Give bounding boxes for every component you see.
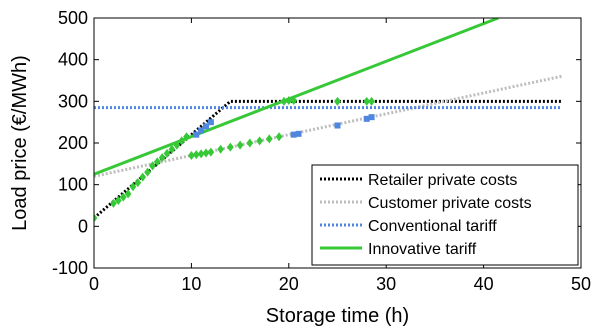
y-axis-label: Load price (€/MWh)	[9, 55, 31, 231]
green-diamond-marker	[226, 142, 234, 152]
series-line-4	[94, 18, 499, 176]
green-diamond-marker	[173, 140, 181, 150]
green-diamond-marker	[168, 144, 176, 154]
green-diamond-marker	[202, 148, 210, 158]
x-tick-label: 0	[89, 274, 99, 294]
x-tick-label: 20	[279, 274, 299, 294]
x-tick-label: 40	[474, 274, 494, 294]
green-diamond-marker	[124, 189, 132, 199]
green-diamond-marker	[334, 96, 341, 106]
green-diamond-marker	[158, 153, 166, 163]
green-diamond-marker	[290, 96, 298, 105]
green-diamond-marker	[256, 136, 263, 146]
plot-area	[94, 18, 562, 223]
blue-square-marker	[290, 131, 297, 138]
y-tick-label: 0	[78, 216, 88, 236]
series-line-2	[94, 74, 562, 178]
green-diamond-marker	[114, 196, 122, 205]
green-diamond-marker	[197, 149, 205, 159]
blue-square-marker	[193, 131, 200, 138]
green-diamond-marker	[139, 172, 147, 182]
legend-label: Conventional tariff	[368, 218, 497, 235]
legend-label: Innovative tariff	[368, 241, 477, 258]
y-tick-label: 500	[58, 8, 88, 28]
green-diamond-marker	[275, 132, 283, 142]
green-diamond-marker	[285, 96, 293, 105]
green-diamond-marker	[144, 167, 151, 177]
blue-square-marker	[368, 114, 375, 121]
y-tick-label: 300	[58, 91, 88, 111]
blue-square-marker	[295, 130, 302, 137]
green-diamond-marker	[236, 140, 244, 150]
y-tick-label: 100	[58, 175, 88, 195]
green-diamond-marker	[363, 96, 371, 106]
x-tick-label: 10	[181, 274, 201, 294]
green-diamond-marker	[163, 148, 171, 158]
legend-label: Customer private costs	[368, 195, 532, 212]
green-diamond-marker	[153, 157, 161, 167]
green-diamond-marker	[280, 96, 288, 106]
green-diamond-marker	[134, 178, 142, 188]
green-diamond-marker	[217, 144, 224, 154]
green-diamond-marker	[178, 136, 186, 146]
green-diamond-marker	[183, 132, 190, 142]
x-tick-label: 30	[376, 274, 396, 294]
legend-label: Retailer private costs	[368, 172, 517, 189]
green-diamond-marker	[129, 182, 137, 192]
green-diamond-marker	[94, 213, 98, 223]
legend: Retailer private costs Customer private c…	[311, 164, 579, 266]
blue-square-marker	[203, 123, 210, 130]
green-diamond-marker	[246, 138, 254, 148]
blue-square-marker	[334, 122, 341, 129]
blue-square-marker	[207, 119, 214, 126]
y-tick-label: 200	[58, 133, 88, 153]
green-diamond-marker	[119, 192, 127, 202]
green-diamond-marker	[188, 151, 195, 160]
blue-square-marker	[198, 127, 205, 134]
green-diamond-marker	[149, 161, 156, 171]
green-diamond-marker	[207, 147, 215, 157]
y-tick-label: 400	[58, 50, 88, 70]
green-diamond-marker	[265, 134, 273, 144]
green-diamond-marker	[368, 96, 375, 106]
green-diamond-marker	[192, 150, 200, 160]
green-diamond-marker	[110, 198, 117, 208]
x-tick-label: 50	[571, 274, 591, 294]
x-axis-label: Storage time (h)	[266, 305, 409, 327]
y-tick-label: -100	[52, 258, 88, 278]
blue-square-marker	[363, 115, 370, 122]
